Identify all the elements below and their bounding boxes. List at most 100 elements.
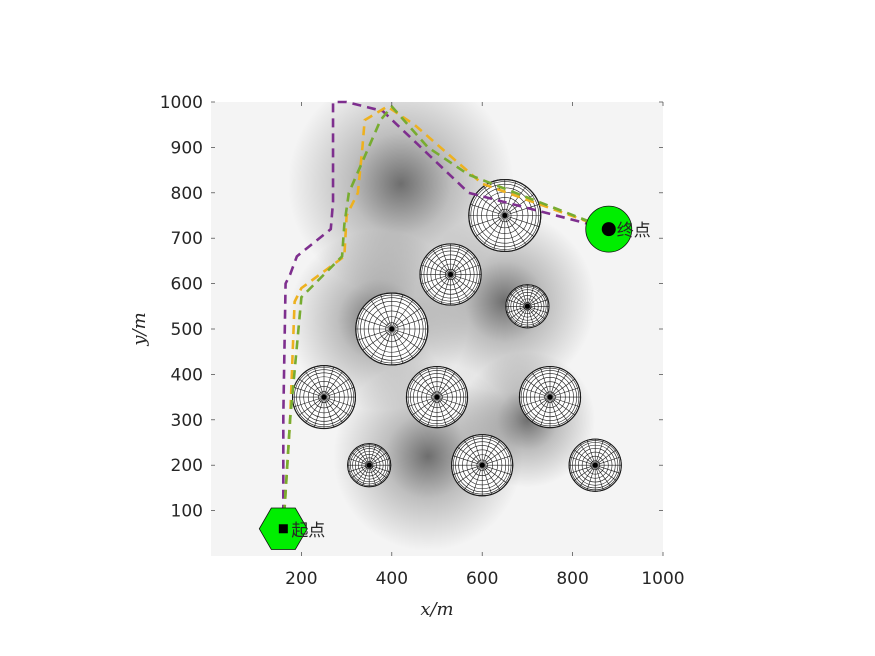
obstacle-center [321,394,327,400]
obstacle-meridian [362,444,370,466]
obstacle-meridian [527,288,541,307]
obstacle-meridian [504,215,527,245]
obstacle-meridian [418,396,438,423]
obstacle-meridian [527,293,546,307]
obstacle-meridian [527,306,549,314]
obstacle-meridian [524,396,551,416]
obstacle-meridian [527,306,541,325]
obstacle-meridian [391,317,427,330]
obstacle-sphere [291,365,357,430]
obstacle-meridian [369,464,390,473]
obstacle-meridian [370,328,393,359]
obstacle-meridian [527,285,535,307]
obstacle-meridian [482,464,512,475]
obstacle-meridian [509,293,528,307]
obstacle-meridian [549,396,580,407]
obstacle-meridian [421,274,451,285]
obstacle-meridian [351,464,370,479]
obstacle-meridian [391,328,427,341]
obstacle-meridian [357,317,392,330]
obstacle-meridian [427,397,438,427]
obstacle-meridian [323,371,343,398]
obstacle-meridian [436,396,467,407]
obstacle-center [502,213,508,218]
obstacle-meridian [506,306,528,314]
obstacle-meridian [436,396,456,423]
x-tick-label: 600 [466,569,498,589]
obstacle-meridian [368,465,383,483]
path-line-3 [282,105,610,529]
obstacle-meridian [586,465,596,491]
obstacle-meridian [573,449,596,466]
obstacle-meridian [293,387,325,398]
obstacle-meridian [520,387,551,398]
obstacle-meridian [483,186,506,216]
obstacle-meridian [549,387,580,398]
obstacle-meridian [493,181,506,216]
obstacle-meridian [305,396,325,423]
obstacle-meridian [524,378,551,398]
obstacle-meridian [436,378,463,398]
obstacle-meridian [504,215,535,237]
obstacle-meridian [323,387,355,398]
obstacle-sphere [518,365,582,429]
obstacle-meridian [440,245,451,275]
obstacle-meridian [369,464,387,479]
obstacle-meridian [504,215,517,250]
obstacle-meridian [540,367,551,398]
obstacle-meridian [472,435,483,466]
obstacle-sphere [347,443,392,488]
obstacle-meridian [362,465,370,486]
obstacle-meridian [570,456,596,466]
obstacle-meridian [362,328,392,351]
obstacle-meridian [411,378,438,398]
obstacle-meridian [504,181,517,216]
obstacle-center [592,462,598,468]
obstacle-meridian [470,204,505,216]
obstacle-meridian [481,465,501,491]
obstacle-center [366,462,372,468]
obstacle-sphere [419,243,482,306]
obstacle-meridian [504,215,540,227]
y-tick-label: 700 [171,229,203,249]
obstacle-meridian [436,367,447,398]
obstacle-meridian [450,256,476,275]
obstacle-meridian [452,455,483,466]
obstacle-meridian [527,306,535,328]
obstacle-meridian [432,274,451,300]
obstacle-meridian [323,378,350,398]
obstacle-sphere [451,434,514,497]
x-axis-label: x/m [420,599,453,620]
obstacle-meridian [391,294,404,330]
obstacle-meridian [305,371,325,398]
x-tick-label: 400 [376,569,408,589]
obstacle-meridian [436,396,463,416]
obstacle-meridian [351,452,370,466]
y-tick-label: 200 [171,456,203,476]
obstacle-meridian [457,446,483,466]
obstacle-meridian [356,447,370,466]
obstacle-meridian [421,264,451,275]
y-tick-label: 400 [171,365,203,385]
obstacle-meridian [520,285,528,307]
obstacle-meridian [348,458,370,466]
obstacle-meridian [573,464,596,481]
obstacle-meridian [368,465,377,486]
obstacle-meridian [475,194,505,216]
obstacle-meridian [594,440,604,466]
obstacle-meridian [432,249,451,275]
obstacle-meridian [527,306,546,320]
obstacle-meridian [463,440,483,466]
obstacle-meridian [481,440,501,466]
obstacle-meridian [493,215,506,250]
obstacle-meridian [549,397,560,427]
y-tick-label: 800 [171,184,203,204]
obstacle-meridian [362,307,392,330]
x-tick-label: 200 [285,569,317,589]
y-tick-label: 900 [171,138,203,158]
obstacle-sphere [355,292,429,366]
obstacle-meridian [504,204,540,216]
obstacle-meridian [457,464,483,484]
axis-layer: 200 400 600 800 1000 100 200 300 400 500 600 700 800… [160,93,685,589]
